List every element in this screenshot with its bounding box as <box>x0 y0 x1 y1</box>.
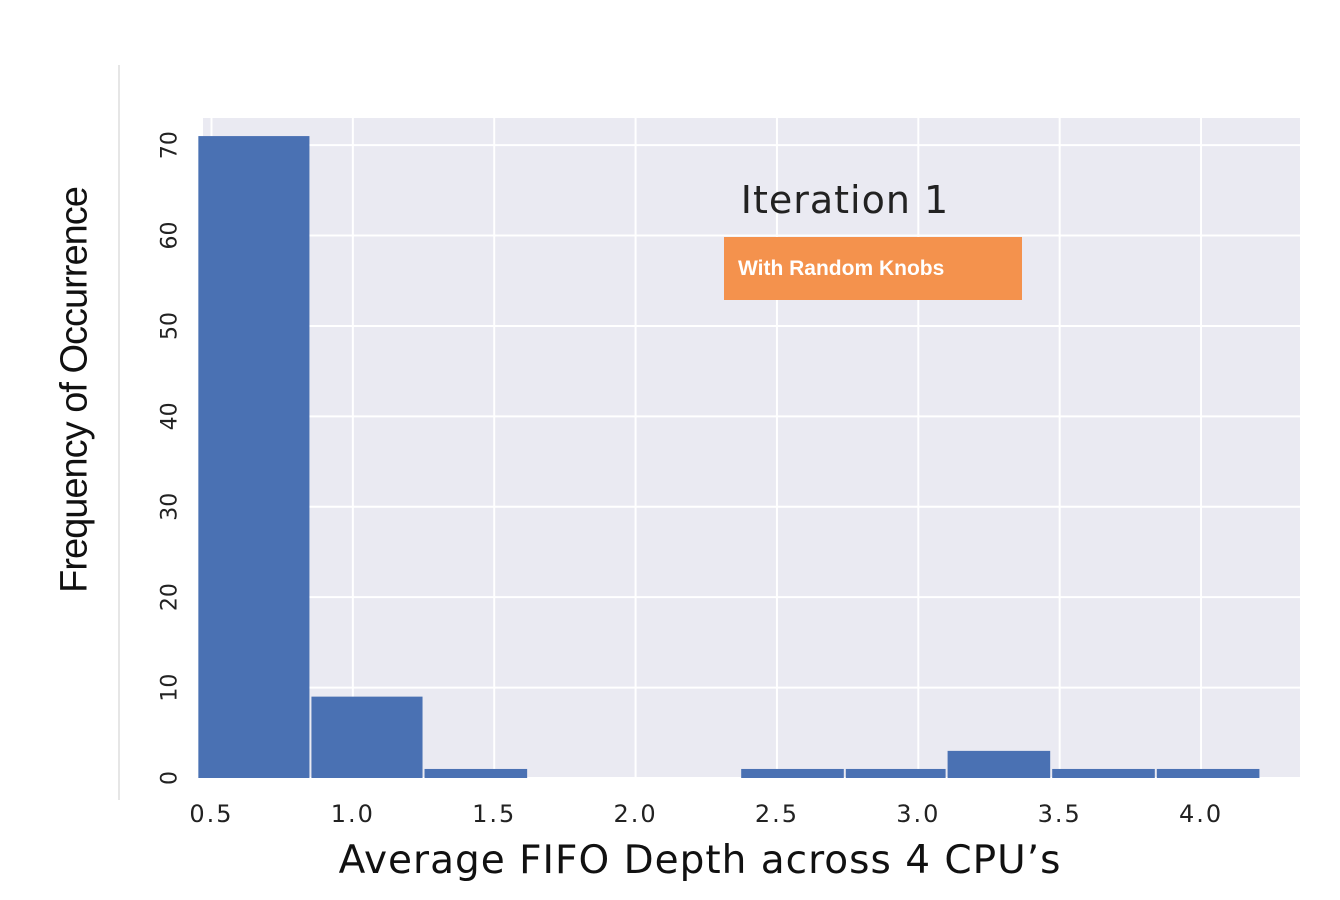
y-tick-label: 40 <box>158 402 183 430</box>
y-tick-label: 20 <box>158 583 183 611</box>
frame-line <box>118 65 120 800</box>
y-axis-label-wrap: Frequency of Occurrence <box>20 150 130 630</box>
plot-background <box>203 118 1300 778</box>
y-tick-label: 10 <box>158 674 183 702</box>
histogram-bar-1 <box>311 696 423 778</box>
x-tick-label: 4.0 <box>1179 800 1223 828</box>
x-tick-labels: 0.5 1.0 1.5 2.0 2.5 3.0 3.5 4.0 <box>189 800 1223 828</box>
y-axis-label: Frequency of Occurrence <box>53 187 96 593</box>
x-tick-label: 1.0 <box>331 800 375 828</box>
histogram-bar-0 <box>198 136 310 778</box>
y-tick-label: 70 <box>158 131 183 159</box>
x-tick-label: 2.5 <box>755 800 799 828</box>
histogram-bar-8 <box>1052 768 1155 778</box>
histogram-bar-2 <box>424 768 528 778</box>
histogram-bar-9 <box>1156 768 1260 778</box>
y-tick-label: 60 <box>158 222 183 250</box>
x-tick-label: 3.0 <box>896 800 940 828</box>
x-axis-label: Average FIFO Depth across 4 CPU’s <box>338 838 1062 883</box>
histogram-bar-7 <box>947 750 1051 778</box>
histogram-bar-5 <box>741 768 844 778</box>
grid-lines <box>203 118 1300 779</box>
chart-title: Iteration 1 <box>740 178 950 222</box>
histogram-bar-6 <box>845 768 946 778</box>
x-tick-label: 2.0 <box>613 800 657 828</box>
y-tick-label: 50 <box>158 312 183 340</box>
x-tick-label: 0.5 <box>189 800 233 828</box>
x-tick-label: 1.5 <box>472 800 516 828</box>
y-tick-label: 0 <box>158 771 183 785</box>
histogram-bars <box>198 136 1260 778</box>
y-tick-labels: 0 10 20 30 40 50 60 70 <box>158 131 183 785</box>
x-tick-label: 3.5 <box>1038 800 1082 828</box>
y-tick-label: 30 <box>158 493 183 521</box>
annotation-badge: With Random Knobs <box>724 237 1022 300</box>
